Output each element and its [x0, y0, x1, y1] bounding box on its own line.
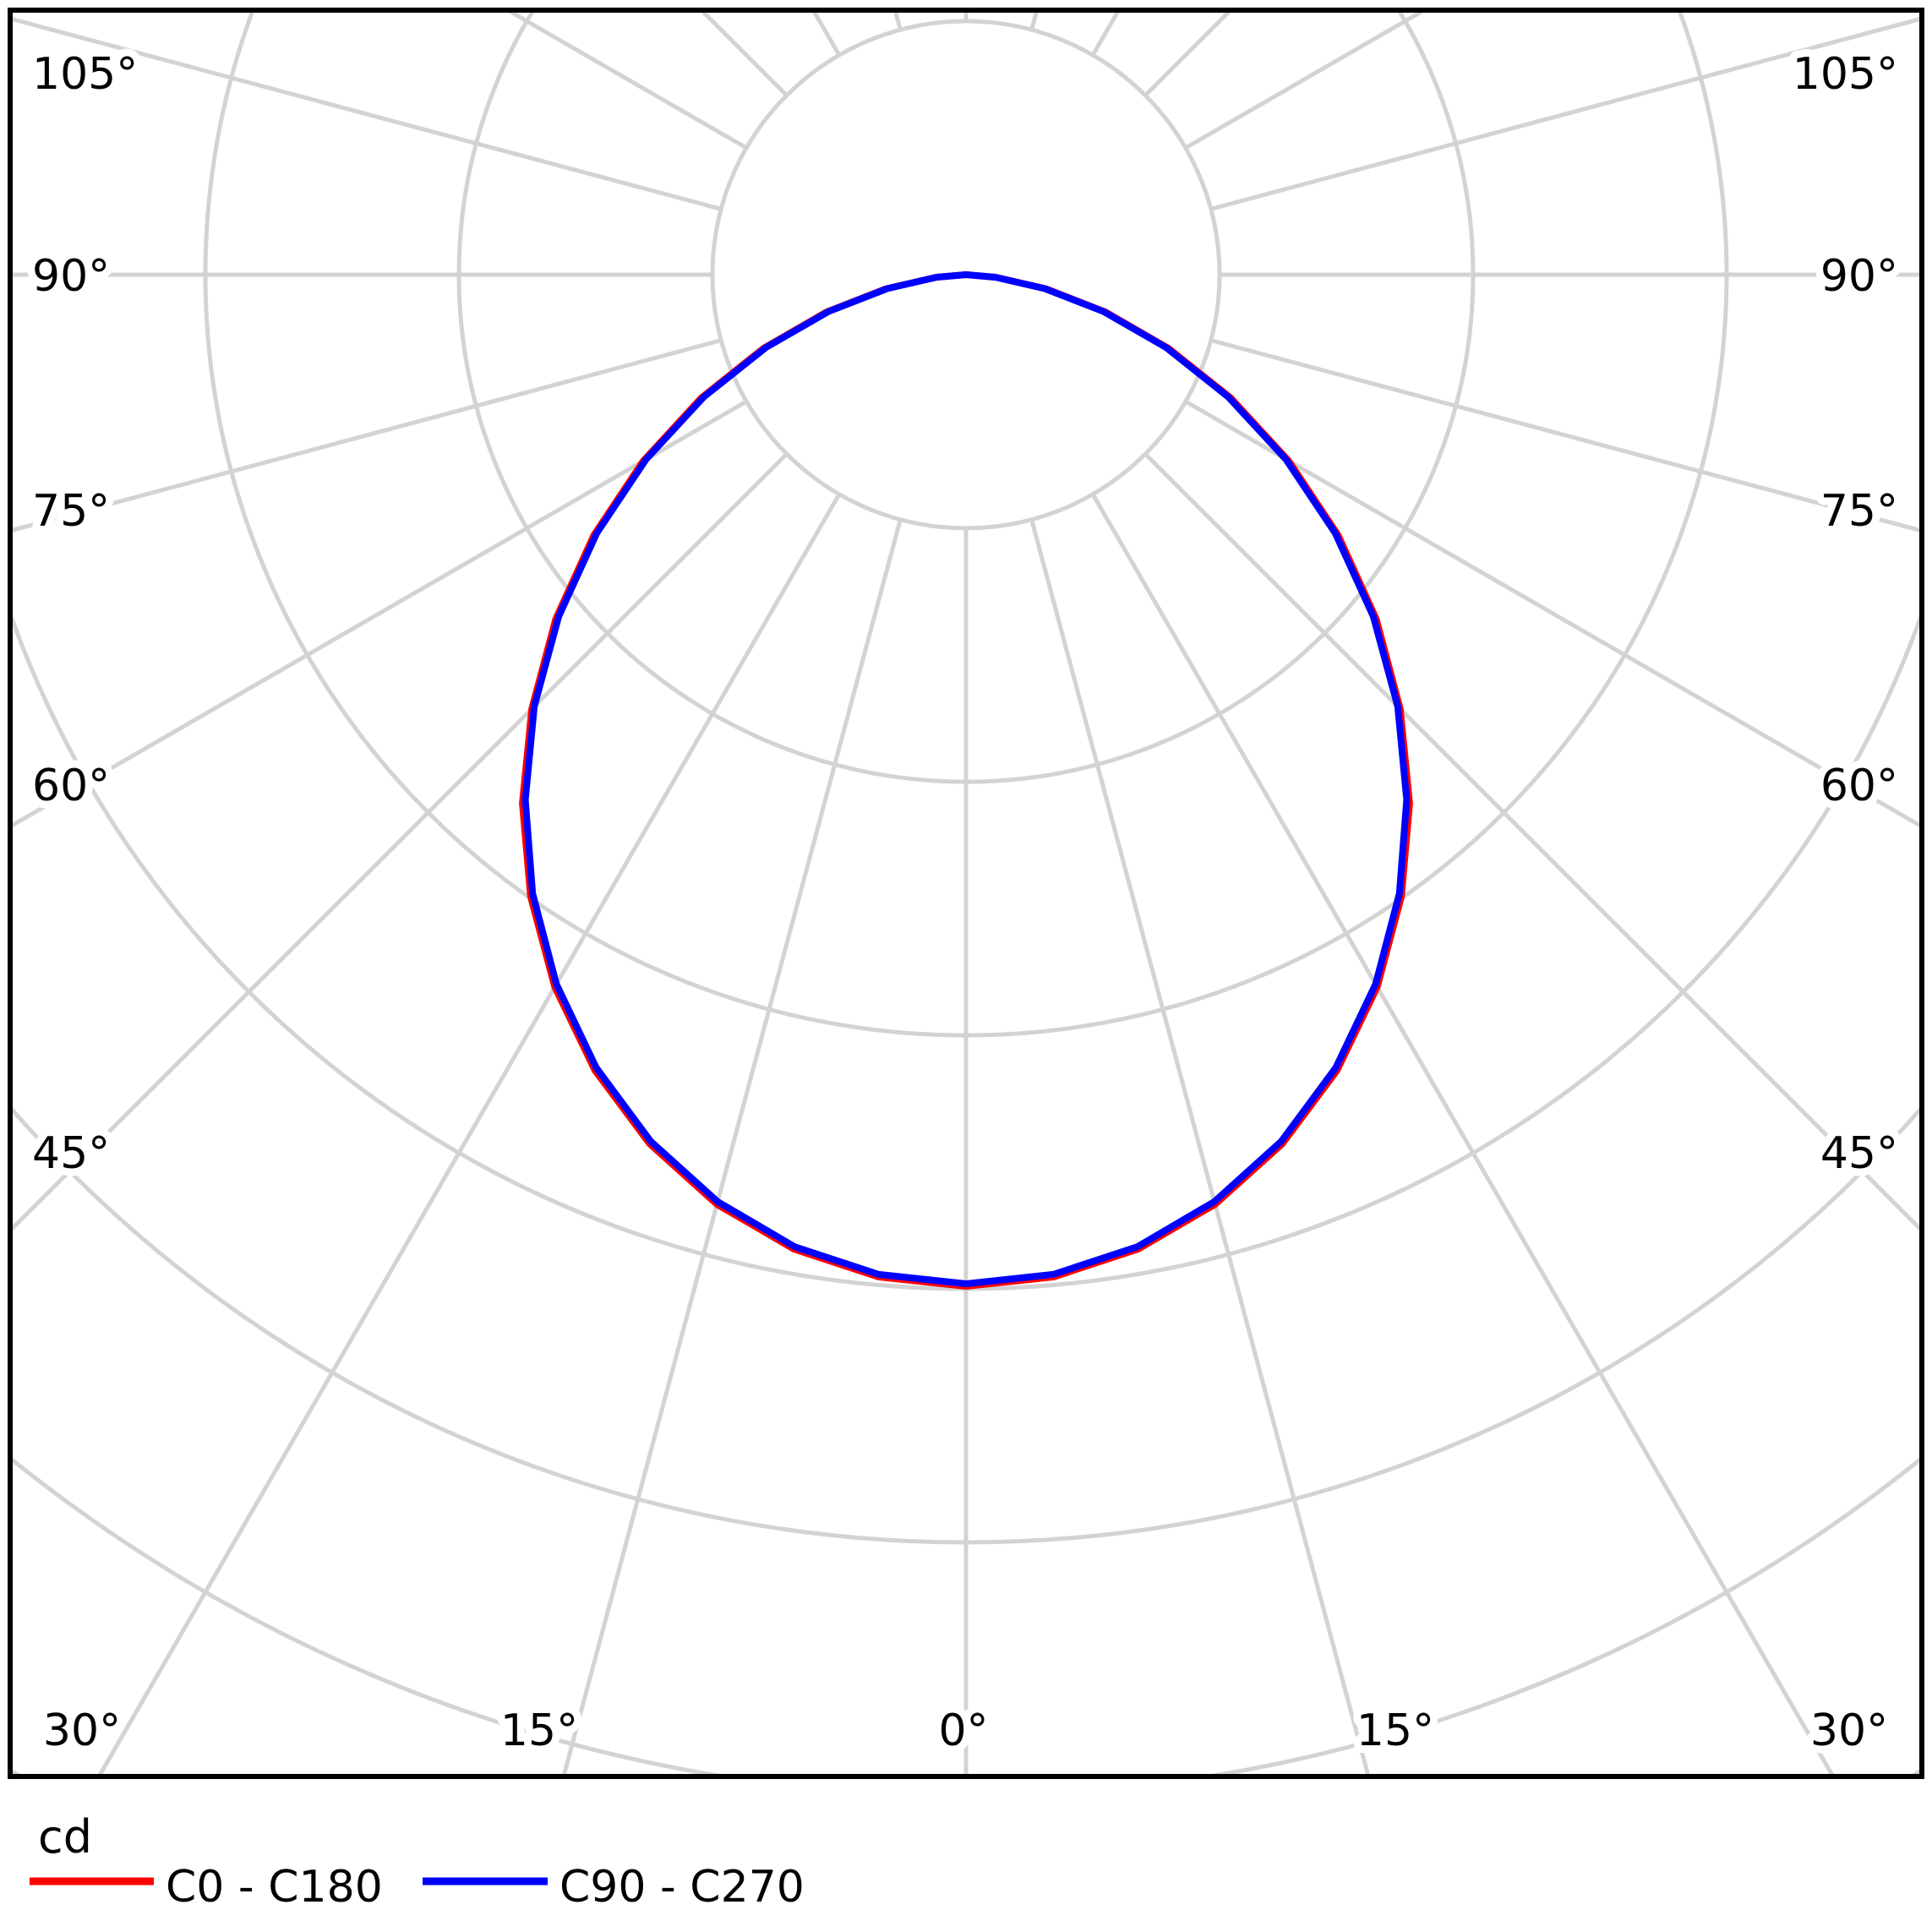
angle-label: 0° — [938, 1706, 988, 1756]
grid-radial — [13, 17, 722, 211]
plot-border — [8, 8, 1924, 1779]
angle-label: 105° — [32, 49, 138, 100]
unit-label: cd — [38, 1810, 92, 1864]
angle-labels: 105° 90° 75° 60° 45° 105° 90° 75° 60° 45° 30° 15° 0°… — [25, 41, 1906, 1764]
angle-label: 30° — [43, 1706, 121, 1756]
angle-label: 45° — [1820, 1128, 1898, 1179]
grid-radial — [562, 519, 903, 1774]
grid-radial — [13, 399, 748, 828]
angle-label: 90° — [32, 251, 110, 302]
angle-label: 30° — [1810, 1706, 1888, 1756]
angle-label: 105° — [1793, 49, 1898, 100]
angle-label: 75° — [1820, 486, 1898, 537]
legend-label-c90-c270: C90 - C270 — [559, 1862, 805, 1913]
grid-radial — [1029, 519, 1370, 1774]
intensity-curves — [519, 271, 1413, 1290]
grid-radial — [13, 338, 722, 532]
angle-label: 60° — [1820, 761, 1898, 811]
grid-radial — [1210, 17, 1919, 211]
angle-label: 60° — [32, 761, 110, 811]
angle-label: 75° — [32, 486, 110, 537]
angle-label: 90° — [1820, 251, 1898, 302]
legend-label-c0-c180: C0 - C180 — [166, 1862, 383, 1913]
curve-C90-C270 — [521, 271, 1411, 1287]
grid-radial — [1143, 452, 1919, 1231]
grid-radial — [13, 452, 789, 1231]
grid-radial — [97, 493, 842, 1774]
legend: cd C0 - C180 C90 - C270 — [30, 1803, 805, 1913]
angle-label: 45° — [32, 1128, 110, 1179]
angle-label: 15° — [1356, 1706, 1434, 1756]
grid-radial — [1184, 399, 1919, 828]
angle-label: 15° — [500, 1706, 578, 1756]
grid-radial — [1210, 338, 1919, 532]
grid-radial — [1090, 493, 1835, 1774]
